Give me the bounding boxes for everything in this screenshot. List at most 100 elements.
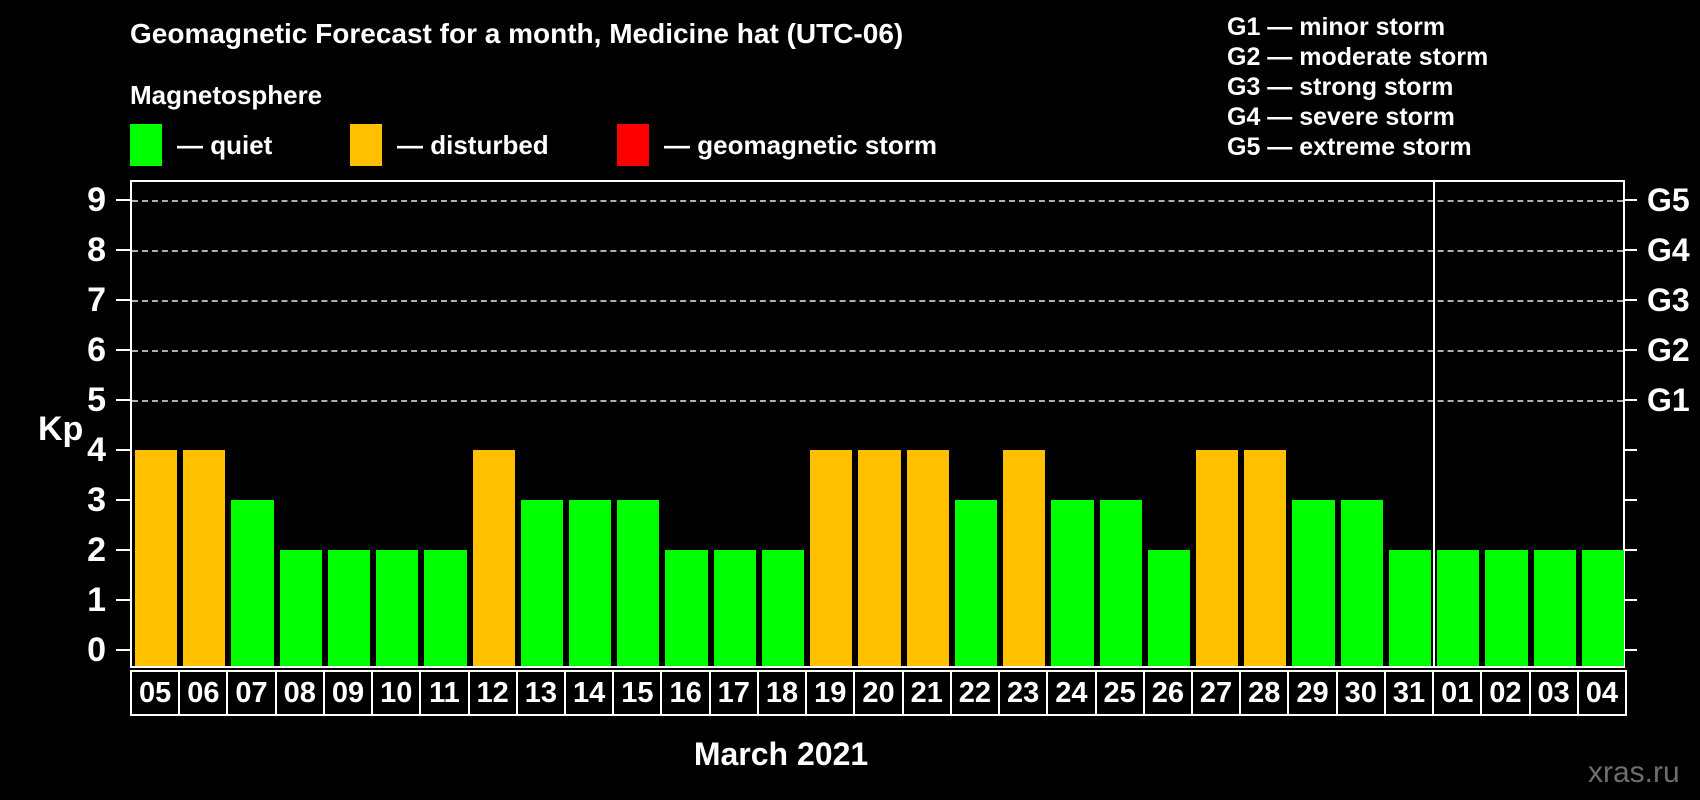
y-tick-label: 6	[87, 331, 106, 369]
y-axis-tick-right	[1623, 599, 1637, 601]
day-label-22: 22	[949, 670, 1001, 716]
y-axis-tick-right	[1623, 549, 1637, 551]
day-label-23: 23	[998, 670, 1049, 716]
day-label-15: 15	[612, 670, 663, 716]
storm-scale-line-g3: G3 — strong storm	[1227, 73, 1454, 101]
y-axis-tick-right	[1623, 499, 1637, 501]
y-axis-tick-left	[116, 249, 130, 251]
disturbed-color-swatch	[350, 124, 382, 166]
day-label-17: 17	[708, 670, 759, 716]
y-axis-tick-right	[1623, 399, 1637, 401]
day-label-02: 02	[1480, 670, 1531, 716]
kp-bar-day-06	[183, 450, 226, 666]
legend-label-disturbed: — disturbed	[397, 129, 549, 160]
kp-bar-day-11	[424, 550, 467, 666]
plot-area: 0 1 2 3 4 5 6 7 8 9 G1 G2 G3 G4 G5	[87, 180, 1690, 668]
kp-bar-day-12	[472, 450, 515, 666]
kp-bar-day-14	[569, 500, 612, 666]
kp-bar-day-26	[1147, 550, 1190, 666]
y-axis-tick-right	[1623, 299, 1637, 301]
day-label-09: 09	[322, 670, 374, 716]
day-label-18: 18	[756, 670, 808, 716]
gridline-kp9	[132, 200, 1623, 202]
kp-bar-day-15	[617, 500, 660, 666]
y-tick-label: 9	[87, 181, 106, 219]
kp-bar-day-02	[1485, 550, 1528, 666]
y-axis-tick-left	[116, 349, 130, 351]
y-axis-tick-left	[116, 599, 130, 601]
day-label-10: 10	[371, 670, 422, 716]
y-tick-label: 8	[87, 231, 106, 269]
g-scale-label-g4: G4	[1647, 232, 1690, 268]
y-axis-tick-right	[1623, 249, 1637, 251]
day-label-05: 05	[130, 670, 181, 716]
day-label-19: 19	[805, 670, 856, 716]
legend-item-storm: — geomagnetic storm	[617, 123, 937, 167]
legend-label-quiet: — quiet	[177, 129, 273, 160]
day-label-26: 26	[1142, 670, 1193, 716]
quiet-color-swatch	[130, 124, 162, 166]
y-tick-label: 7	[87, 281, 106, 319]
watermark: xras.ru	[1588, 756, 1680, 789]
day-label-30: 30	[1335, 670, 1386, 716]
storm-scale-line-g1: G1 — minor storm	[1227, 13, 1446, 41]
day-label-03: 03	[1528, 670, 1579, 716]
y-tick-label: 2	[87, 531, 106, 569]
kp-bar-day-03	[1533, 550, 1576, 666]
y-axis-tick-left	[116, 649, 130, 651]
day-label-12: 12	[467, 670, 518, 716]
kp-bar-day-16	[665, 550, 708, 666]
legend-item-quiet: — quiet	[130, 123, 272, 167]
y-axis-tick-right	[1623, 349, 1637, 351]
day-label-20: 20	[853, 670, 904, 716]
g-scale-label-g2: G2	[1647, 332, 1690, 368]
day-label-21: 21	[901, 670, 952, 716]
kp-bar-day-30	[1340, 500, 1383, 666]
y-axis-tick-right	[1623, 449, 1637, 451]
y-tick-label: 0	[87, 631, 106, 669]
day-label-04: 04	[1576, 670, 1627, 716]
day-label-08: 08	[274, 670, 325, 716]
storm-color-swatch	[617, 124, 649, 166]
storm-scale-legend: G1 — minor storm G2 — moderate storm G3 …	[1227, 12, 1488, 162]
day-label-06: 06	[178, 670, 229, 716]
gridline-kp7	[132, 300, 1623, 302]
g-scale-label-g5: G5	[1647, 182, 1690, 218]
y-tick-label: 4	[87, 431, 106, 469]
kp-bar-day-19	[810, 450, 853, 666]
storm-scale-line-g2: G2 — moderate storm	[1227, 43, 1489, 71]
gridline-kp6	[132, 350, 1623, 352]
y-axis-tick-left	[116, 199, 130, 201]
y-axis-tick-left	[116, 549, 130, 551]
kp-bar-day-29	[1292, 500, 1335, 666]
day-label-16: 16	[660, 670, 711, 716]
kp-bar-day-08	[279, 550, 322, 666]
y-axis-tick-right	[1623, 199, 1637, 201]
month-boundary-line	[1433, 182, 1436, 666]
month-label: March 2021	[693, 736, 869, 772]
day-label-07: 07	[226, 670, 277, 716]
x-axis-day-labels: 05 06 07 08 09 10 11 12 13 14 15 16 17 18 19 20 21 22 23 24…	[130, 670, 1630, 716]
kp-bar-day-31	[1388, 550, 1432, 666]
kp-bar-day-20	[858, 450, 901, 666]
magnetosphere-legend-title: Magnetosphere	[130, 80, 323, 110]
y-axis-tick-left	[116, 299, 130, 301]
kp-bar-day-22	[954, 500, 998, 666]
chart-title: Geomagnetic Forecast for a month, Medici…	[130, 18, 904, 49]
day-label-13: 13	[515, 670, 567, 716]
y-axis-tick-right	[1623, 649, 1637, 651]
kp-bar-day-05	[135, 450, 178, 666]
y-axis-tick-left	[116, 399, 130, 401]
kp-bar-day-24	[1051, 500, 1094, 666]
gridline-kp8	[132, 250, 1623, 252]
kp-bar-day-17	[713, 550, 756, 666]
kp-bar-day-04	[1581, 550, 1624, 666]
legend-item-disturbed: — disturbed	[350, 123, 549, 167]
legend-label-storm: — geomagnetic storm	[664, 129, 938, 160]
y-tick-label: 1	[87, 581, 106, 619]
y-axis-tick-left	[116, 499, 130, 501]
y-tick-label: 3	[87, 481, 106, 519]
y-axis-title: Kp	[38, 410, 84, 448]
y-axis-tick-left	[116, 449, 130, 451]
